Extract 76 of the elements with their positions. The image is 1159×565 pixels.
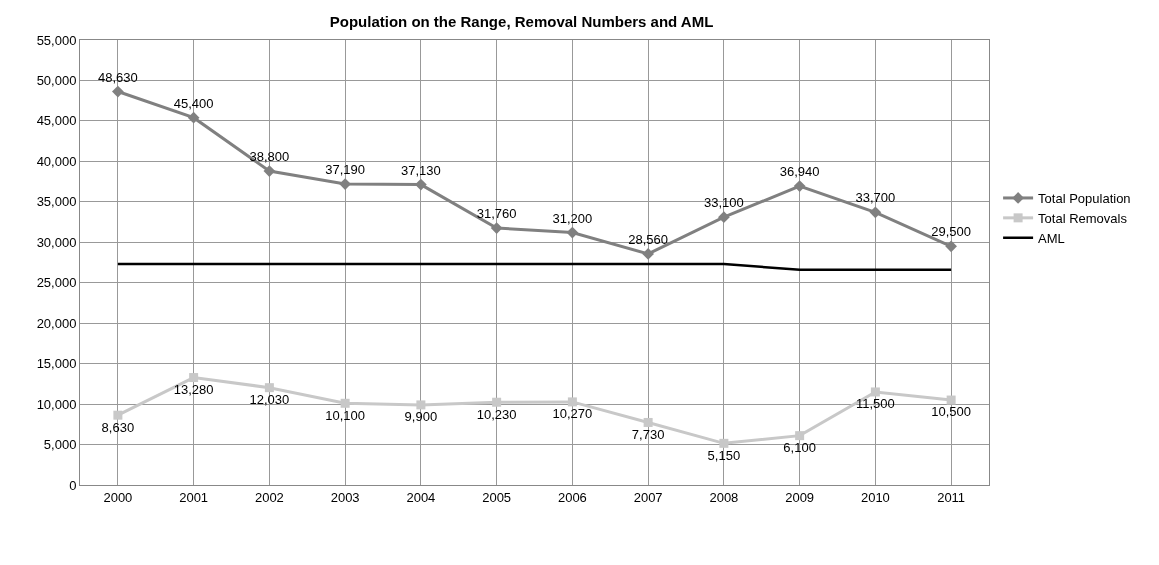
data-label: 36,940	[779, 164, 820, 180]
x-tick-label: 2007	[633, 489, 663, 505]
point	[566, 226, 579, 239]
point	[718, 211, 730, 224]
data-label: 33,700	[855, 190, 896, 206]
x-tick-label: 2010	[860, 489, 890, 505]
x-tick-label: 2000	[103, 489, 133, 505]
data-label: 29,500	[931, 224, 972, 240]
point	[113, 410, 123, 420]
y-tick-label: 20,000	[36, 315, 77, 331]
data-label: 10,100	[325, 407, 366, 423]
data-label: 38,800	[249, 149, 290, 165]
point	[567, 397, 577, 407]
point	[642, 248, 654, 260]
x-tick-label: 2001	[179, 489, 209, 505]
data-label: 9,900	[404, 409, 438, 425]
legend-label: Total Removals	[1038, 210, 1128, 226]
y-tick-label: 25,000	[36, 275, 77, 291]
y-tick-label: 15,000	[36, 356, 77, 372]
data-label: 12,030	[249, 392, 290, 408]
data-label: 37,130	[401, 162, 441, 178]
data-label: 11,500	[855, 396, 895, 412]
data-label: 28,560	[628, 232, 669, 248]
data-label: 8,630	[101, 419, 135, 435]
x-tick-label: 2005	[482, 489, 512, 505]
data-label: 10,270	[552, 406, 593, 422]
point	[340, 398, 350, 408]
legend-label: AML	[1038, 230, 1065, 246]
chart-title: Population on the Range, Removal Numbers and AML	[329, 13, 714, 31]
point	[793, 180, 806, 192]
x-tick-label: 2008	[709, 489, 739, 505]
y-tick-label: 50,000	[36, 73, 77, 88]
point	[416, 400, 426, 410]
data-label: 7,730	[631, 426, 665, 442]
x-tick-label: 2002	[254, 489, 284, 505]
point	[795, 431, 805, 441]
y-tick-label: 45,000	[36, 113, 77, 129]
legend-label: Total Population	[1038, 191, 1131, 207]
data-label: 5,150	[707, 447, 741, 463]
y-tick-label: 35,000	[36, 194, 77, 210]
data-label: 48,630	[98, 69, 138, 85]
data-label: 6,100	[783, 440, 816, 456]
data-label: 31,760	[476, 206, 517, 222]
y-tick-label: 0	[69, 477, 77, 493]
point	[189, 373, 199, 383]
y-tick-label: 30,000	[36, 234, 77, 250]
x-tick-label: 2011	[937, 489, 966, 505]
data-label: 45,400	[173, 95, 214, 111]
x-tick-label: 2006	[557, 489, 587, 505]
point	[945, 240, 957, 253]
point	[112, 85, 124, 98]
point	[339, 178, 351, 190]
point	[415, 178, 427, 191]
point	[869, 206, 882, 219]
point	[719, 438, 729, 448]
x-tick-label: 2009	[785, 489, 815, 505]
point	[263, 165, 276, 177]
data-label: 33,100	[704, 195, 744, 211]
data-label: 10,500	[931, 404, 972, 420]
point	[490, 222, 503, 234]
data-label: 37,190	[325, 162, 366, 178]
point	[492, 397, 502, 407]
point	[643, 417, 653, 427]
y-tick-label: 10,000	[36, 396, 77, 412]
y-tick-label: 40,000	[36, 153, 77, 169]
x-tick-label: 2003	[330, 489, 360, 505]
data-label: 31,200	[552, 210, 593, 226]
point	[264, 383, 274, 393]
point	[870, 387, 880, 397]
y-tick-label: 5,000	[43, 437, 77, 453]
data-label: 13,280	[173, 381, 214, 397]
data-label: 10,230	[476, 406, 517, 422]
y-tick-label: 55,000	[36, 32, 77, 48]
point	[946, 395, 956, 405]
x-tick-label: 2004	[406, 489, 436, 505]
point	[187, 111, 200, 124]
